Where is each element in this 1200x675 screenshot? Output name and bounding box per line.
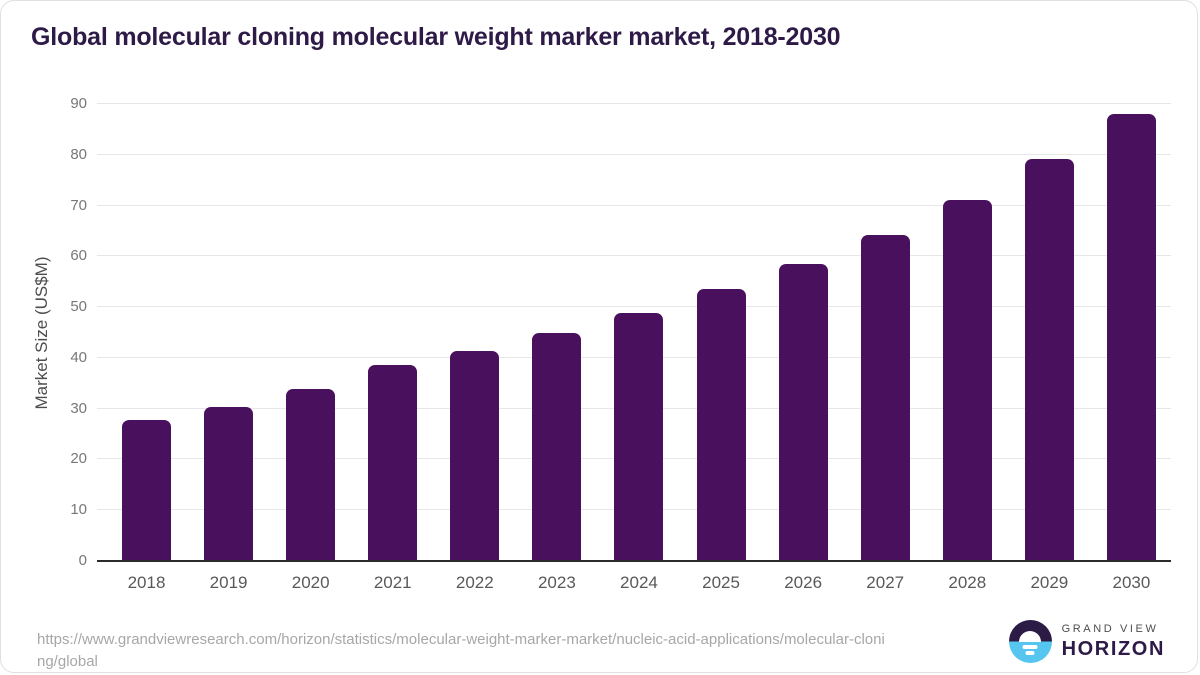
y-tick-40: 40 xyxy=(70,348,87,366)
gridline-90 xyxy=(97,103,1171,104)
logo-grand-view-label: GRAND VIEW xyxy=(1061,623,1159,636)
x-tick-2024: 2024 xyxy=(620,573,658,592)
gridline-60 xyxy=(97,255,1171,257)
x-tick-2019: 2019 xyxy=(209,573,248,592)
y-tick-0: 0 xyxy=(78,552,87,569)
bar-2021 xyxy=(368,365,418,561)
logo-horizon-label: HORIZON xyxy=(1061,637,1165,660)
sun-dome-shape xyxy=(1019,630,1042,642)
horizon-line-2 xyxy=(1025,651,1035,655)
y-tick-60: 60 xyxy=(70,247,87,265)
x-tick-2026: 2026 xyxy=(784,573,823,592)
x-axis-tick-labels: 2018 2019 2020 2021 2022 2023 2024 2025 2026 2027… xyxy=(122,573,1156,593)
gridline-80 xyxy=(97,153,1171,155)
bar-2029 xyxy=(1024,159,1074,561)
bar-2026 xyxy=(778,263,828,561)
chart-title: Global molecular cloning molecular weigh… xyxy=(31,23,841,51)
y-tick-20: 20 xyxy=(70,450,87,468)
logo-text: GRAND VIEW HORIZON xyxy=(1062,623,1165,659)
y-tick-70: 70 xyxy=(70,196,87,214)
source-url-line1: https://www.grandviewresearch.com/horizo… xyxy=(37,631,885,648)
x-tick-2021: 2021 xyxy=(373,573,412,592)
bar-2018 xyxy=(122,420,171,561)
bar-2023 xyxy=(532,332,582,561)
gridline-70 xyxy=(97,204,1171,206)
bar-2022 xyxy=(450,350,500,561)
x-axis-line xyxy=(97,560,1171,562)
bar-series xyxy=(122,104,1156,561)
bar-2030 xyxy=(1106,113,1156,561)
x-tick-2028: 2028 xyxy=(948,573,987,592)
bar-2024 xyxy=(614,312,664,561)
y-tick-10: 10 xyxy=(70,501,87,519)
x-tick-2022: 2022 xyxy=(455,573,494,592)
bar-2020 xyxy=(286,388,336,561)
horizon-line-1 xyxy=(1022,645,1038,649)
horizon-sunrise-icon xyxy=(1008,620,1052,663)
source-url: https://www.grandviewresearch.com/horizo… xyxy=(37,629,977,672)
x-tick-2023: 2023 xyxy=(537,573,576,592)
y-tick-30: 30 xyxy=(70,399,87,417)
bar-2019 xyxy=(204,407,254,561)
bar-2025 xyxy=(696,289,746,561)
source-url-line2: ng/global xyxy=(37,653,98,670)
x-tick-2025: 2025 xyxy=(702,573,740,592)
y-tick-90: 90 xyxy=(70,95,87,112)
plot-area xyxy=(97,103,1171,562)
x-tick-2030: 2030 xyxy=(1112,573,1151,592)
y-tick-80: 80 xyxy=(70,145,87,163)
gridline-50 xyxy=(97,306,1171,308)
bar-2028 xyxy=(942,199,992,561)
x-tick-2018: 2018 xyxy=(127,573,166,592)
x-tick-2027: 2027 xyxy=(866,573,905,592)
y-tick-50: 50 xyxy=(70,298,87,316)
bar-2027 xyxy=(860,235,910,561)
y-axis-tick-labels: 0 10 20 30 40 50 60 70 80 90 xyxy=(1,95,87,569)
grand-view-horizon-logo: GRAND VIEW HORIZON xyxy=(1008,620,1165,663)
x-tick-2020: 2020 xyxy=(291,573,330,592)
x-tick-2029: 2029 xyxy=(1030,573,1069,592)
